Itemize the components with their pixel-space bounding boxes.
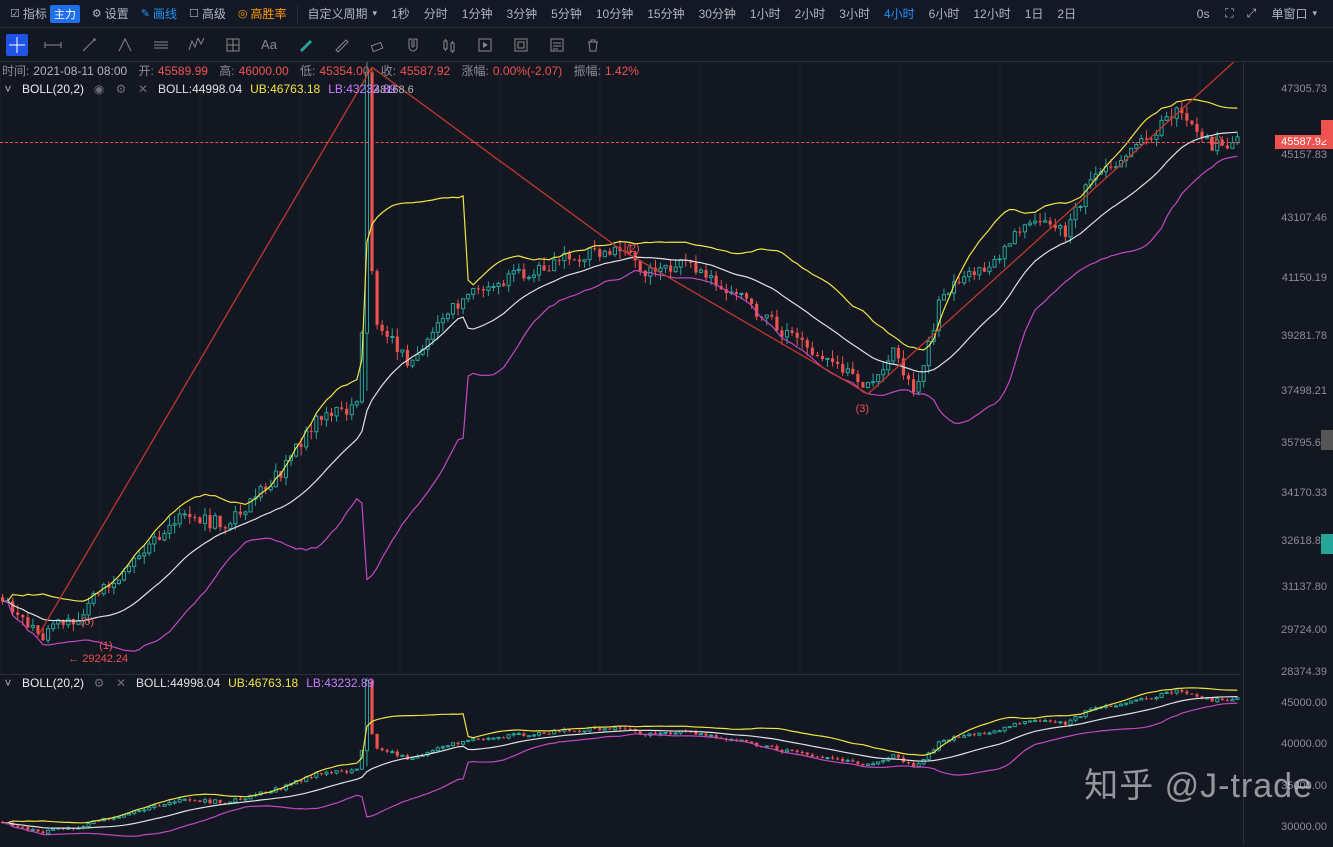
- timeframe-1小时[interactable]: 1小时: [744, 3, 787, 24]
- sub-chart-pane[interactable]: [0, 674, 1240, 844]
- wave-annotation: (3): [856, 403, 869, 415]
- right-tab[interactable]: [1321, 534, 1333, 554]
- marker-tool[interactable]: [294, 34, 316, 56]
- timeframe-3小时[interactable]: 3小时: [833, 3, 876, 24]
- y-axis-tick: 31137.80: [1282, 581, 1327, 593]
- timeframe-1日[interactable]: 1日: [1019, 3, 1050, 24]
- drawing-toolbar: Aa: [0, 28, 1333, 62]
- main-chart-svg: [0, 62, 1240, 672]
- indicator-name[interactable]: BOLL(20,2): [22, 82, 84, 96]
- y-axis-tick: 39281.78: [1281, 330, 1327, 342]
- settings-menu[interactable]: ⚙设置: [86, 3, 135, 25]
- fullscreen-icon[interactable]: ⛶: [1221, 6, 1237, 22]
- lock-tool[interactable]: [510, 34, 532, 56]
- kline-menu[interactable]: ✎画线: [135, 3, 183, 25]
- y-axis-tick: 47305.73: [1281, 83, 1327, 95]
- main-badge: 主力: [50, 5, 80, 23]
- boll-ub-value: UB:46763.18: [250, 82, 320, 96]
- boll-lb-value: LB:43232.89: [306, 676, 374, 690]
- close-icon[interactable]: ✕: [114, 676, 128, 690]
- y-axis-tick: 45000.00: [1281, 697, 1327, 709]
- timeframe-10分钟[interactable]: 10分钟: [590, 3, 639, 24]
- replay-tool[interactable]: [474, 34, 496, 56]
- right-tab[interactable]: [1321, 430, 1333, 450]
- timeframe-分时[interactable]: 分时: [418, 3, 454, 24]
- text-tool[interactable]: Aa: [258, 34, 280, 56]
- boll-mid-value: BOLL:44998.04: [158, 82, 242, 96]
- wave-annotation: (1): [99, 640, 112, 652]
- collapse-arrow-icon[interactable]: ˅: [2, 676, 14, 690]
- visibility-icon[interactable]: ◉: [92, 82, 106, 96]
- box-tool[interactable]: [222, 34, 244, 56]
- timeframe-3分钟[interactable]: 3分钟: [500, 3, 543, 24]
- wave-annotation: (0): [81, 616, 94, 628]
- trash-tool[interactable]: [582, 34, 604, 56]
- watermark: 知乎 @J-trade: [1084, 758, 1313, 807]
- y-axis-tick: 45157.83: [1281, 149, 1327, 161]
- highlighter-tool[interactable]: [330, 34, 352, 56]
- timeframe-15分钟[interactable]: 15分钟: [641, 3, 690, 24]
- right-tab[interactable]: [1321, 120, 1333, 140]
- indicator-name[interactable]: BOLL(20,2): [22, 676, 84, 690]
- main-chart-pane[interactable]: [0, 62, 1240, 672]
- timeframe-2日[interactable]: 2日: [1051, 3, 1082, 24]
- y-axis-tick: 41150.19: [1282, 272, 1327, 284]
- separator: [297, 5, 298, 23]
- advanced-menu[interactable]: ☐高级: [183, 3, 232, 25]
- wave-annotation: (1): [1209, 135, 1222, 147]
- timeframe-4小时[interactable]: 4小时: [878, 3, 921, 24]
- sub-indicator-legend: ˅ BOLL(20,2) ⚙ ✕ BOLL:44998.04 UB:46763.…: [2, 676, 374, 690]
- settings-icon[interactable]: ⚙: [114, 82, 128, 96]
- wave-tool[interactable]: [186, 34, 208, 56]
- timeframe-6小时[interactable]: 6小时: [923, 3, 966, 24]
- main-indicator-legend: ˅ BOLL(20,2) ◉ ⚙ ✕ BOLL:44998.04 UB:4676…: [2, 82, 396, 96]
- timeframe-1分钟[interactable]: 1分钟: [456, 3, 499, 24]
- y-axis-tick: 30000.00: [1281, 821, 1327, 833]
- window-mode[interactable]: 单窗口▾: [1265, 3, 1323, 25]
- winrate-menu[interactable]: ◎高胜率: [232, 3, 293, 25]
- magnet-tool[interactable]: [402, 34, 424, 56]
- timeframe-30分钟[interactable]: 30分钟: [693, 3, 742, 24]
- top-menu-bar: ☑指标 主力 ⚙设置 ✎画线 ☐高级 ◎高胜率 自定义周期▾ 1秒分时1分钟3分…: [0, 0, 1333, 28]
- wave-annotation: ← 29242.24: [68, 653, 128, 665]
- boll-mid-value: BOLL:44998.04: [136, 676, 220, 690]
- last-price-line: [0, 142, 1240, 143]
- y-axis-tick: 28374.39: [1281, 666, 1327, 678]
- y-axis-tick: 40000.00: [1281, 738, 1327, 750]
- countdown: 0s: [1191, 3, 1216, 25]
- close-icon[interactable]: ✕: [136, 82, 150, 96]
- timeframe-2小时[interactable]: 2小时: [789, 3, 832, 24]
- wave-annotation: (2): [626, 243, 639, 255]
- timeframe-5分钟[interactable]: 5分钟: [545, 3, 588, 24]
- y-axis-tick: 43107.46: [1281, 212, 1327, 224]
- collapse-arrow-icon[interactable]: ˅: [2, 82, 14, 96]
- candles-tool[interactable]: [438, 34, 460, 56]
- timeframe-list: 1秒分时1分钟3分钟5分钟10分钟15分钟30分钟1小时2小时3小时4小时6小时…: [385, 3, 1191, 24]
- crosshair-tool[interactable]: [6, 34, 28, 56]
- trend-tool[interactable]: [78, 34, 100, 56]
- timeframe-1秒[interactable]: 1秒: [385, 3, 416, 24]
- boll-lb-value: LB:43232.89: [328, 82, 396, 96]
- fit-icon[interactable]: ⤢: [1243, 6, 1259, 22]
- ohlc-info: 时间:2021-08-11 08:00 开:45589.99 高:46000.0…: [2, 62, 639, 79]
- settings-icon[interactable]: ⚙: [92, 676, 106, 690]
- boll-ub-value: UB:46763.18: [228, 676, 298, 690]
- measure-tool[interactable]: [42, 34, 64, 56]
- indicator-menu[interactable]: ☑指标 主力: [4, 3, 86, 25]
- custom-period[interactable]: 自定义周期▾: [302, 3, 384, 25]
- y-axis-tick: 34170.33: [1281, 487, 1327, 499]
- hline-tool[interactable]: [150, 34, 172, 56]
- triangle-tool[interactable]: [114, 34, 136, 56]
- list-tool[interactable]: [546, 34, 568, 56]
- price-axis[interactable]: 47305.73 45157.83 43107.46 41150.19 39281.78…: [1243, 62, 1333, 844]
- sub-chart-svg: [0, 675, 1240, 845]
- eraser-tool[interactable]: [366, 34, 388, 56]
- y-axis-tick: 37498.21: [1281, 385, 1327, 397]
- timeframe-12小时[interactable]: 12小时: [967, 3, 1016, 24]
- y-axis-tick: 29724.00: [1281, 624, 1327, 636]
